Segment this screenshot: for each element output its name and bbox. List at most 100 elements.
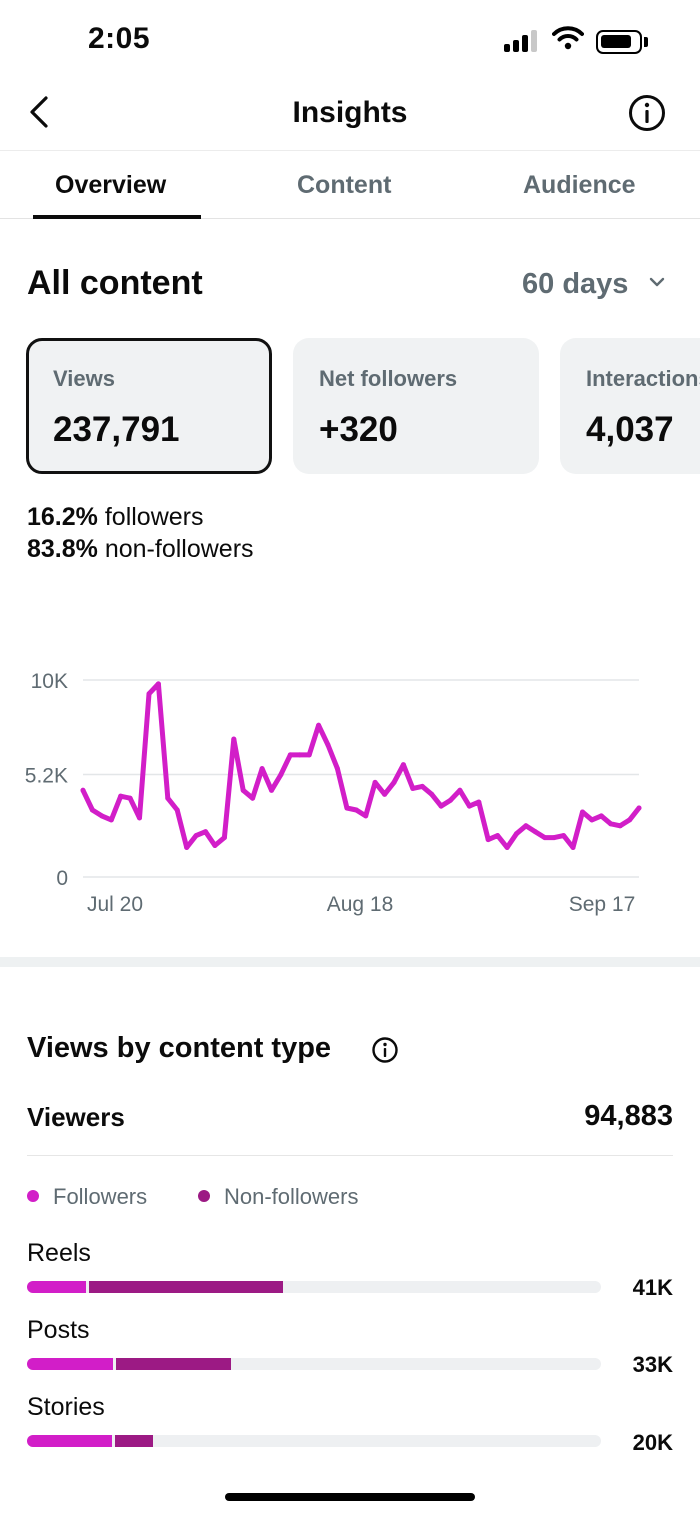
followers-share: 16.2% followers [27, 503, 204, 532]
y-tick-label: 10K [31, 670, 68, 693]
interactions-card-value: 4,037 [586, 410, 674, 449]
nonfollowers-legend-label: Non-followers [224, 1184, 359, 1209]
cellular-signal-icon [504, 30, 540, 52]
data-point [429, 791, 435, 797]
stories-bar [27, 1435, 601, 1447]
views-card[interactable]: Views 237,791 [26, 338, 272, 474]
data-point [636, 805, 642, 811]
stories-nonfollowers-segment [114, 1435, 153, 1447]
reels-nonfollowers-segment [88, 1281, 283, 1293]
data-point [287, 752, 293, 758]
data-point [250, 795, 256, 801]
data-point [495, 833, 501, 839]
data-point [542, 835, 548, 841]
data-point [466, 803, 472, 809]
data-point [598, 813, 604, 819]
viewers-value: 94,883 [584, 1100, 673, 1132]
data-point [617, 823, 623, 829]
followers-legend-dot [27, 1190, 39, 1202]
data-point [382, 791, 388, 797]
back-arrow-icon[interactable] [26, 94, 54, 134]
data-point [523, 823, 529, 829]
data-point [118, 793, 124, 799]
reels-followers-segment [27, 1281, 86, 1293]
status-time: 2:05 [88, 22, 151, 55]
data-point [372, 779, 378, 785]
tab-bar: Overview Content Audience [0, 150, 700, 219]
net-followers-card-label: Net followers [319, 366, 458, 391]
data-point [476, 799, 482, 805]
info-icon[interactable] [628, 94, 666, 132]
data-point [363, 813, 369, 819]
net-followers-card-value: +320 [319, 410, 398, 449]
posts-bar [27, 1358, 601, 1370]
home-indicator [225, 1493, 475, 1501]
data-point [193, 833, 199, 839]
divider [27, 1155, 673, 1156]
data-point [297, 752, 303, 758]
data-point [80, 787, 86, 793]
data-point [221, 835, 227, 841]
views-series-line [80, 681, 642, 850]
posts-label: Posts [27, 1316, 90, 1344]
section-divider [0, 957, 700, 967]
data-point [184, 845, 190, 850]
data-point [457, 787, 463, 793]
viewers-label: Viewers [27, 1102, 125, 1132]
content-type-title: Views by content type [27, 1032, 332, 1064]
y-tick-label: 5.2K [25, 765, 68, 788]
data-point [259, 766, 265, 772]
reels-value: 41K [632, 1275, 673, 1300]
data-point [561, 833, 567, 839]
data-point [240, 787, 246, 793]
nonfollowers-share-label: non-followers [104, 535, 254, 563]
data-point [89, 807, 95, 813]
battery-icon [596, 30, 642, 54]
data-point [589, 817, 595, 823]
data-point [419, 783, 425, 789]
views-card-label: Views [53, 366, 115, 391]
header: Insights [0, 80, 700, 150]
views-line-chart: 10K 5.2K 0 Jul 20 Aug 18 Sep 17 [25, 670, 642, 916]
data-point [608, 821, 614, 827]
chevron-down-icon[interactable] [649, 276, 665, 288]
data-point [137, 815, 142, 821]
data-point [344, 805, 350, 811]
data-point [580, 809, 585, 815]
x-tick-label-sep-17: Sep 17 [569, 893, 636, 916]
interactions-card-label: Interactions [586, 366, 700, 391]
data-point [127, 795, 133, 801]
info-icon[interactable] [371, 1036, 399, 1064]
data-point [165, 795, 171, 801]
tab-audience[interactable]: Audience [523, 171, 636, 199]
stories-value: 20K [632, 1430, 673, 1455]
data-point [400, 762, 406, 768]
battery-nub [644, 37, 648, 47]
stories-label: Stories [27, 1393, 105, 1421]
net-followers-card[interactable]: Net followers +320 [293, 338, 539, 474]
followers-share-label: followers [104, 503, 204, 531]
data-point [155, 681, 161, 687]
stories-followers-segment [27, 1435, 112, 1447]
tab-overview[interactable]: Overview [55, 171, 167, 199]
data-point [570, 845, 576, 850]
data-point [269, 787, 274, 793]
interactions-card[interactable]: Interactions 4,037 [560, 338, 700, 474]
reels-label: Reels [27, 1239, 91, 1267]
data-point [306, 752, 312, 758]
section-title: All content [27, 264, 203, 302]
posts-followers-segment [27, 1358, 114, 1370]
tab-content[interactable]: Content [297, 171, 392, 199]
nonfollowers-legend-dot [198, 1190, 210, 1202]
x-tick-label-jul-20: Jul 20 [87, 893, 143, 916]
data-point [391, 779, 397, 785]
reels-bar [27, 1281, 601, 1293]
followers-legend-label: Followers [53, 1184, 148, 1209]
data-point [532, 829, 538, 835]
nonfollowers-percent: 83.8% [27, 535, 98, 563]
data-point [108, 817, 114, 823]
data-point [353, 807, 359, 813]
date-range-selector[interactable]: 60 days [522, 268, 629, 300]
x-tick-label-aug-18: Aug 18 [327, 893, 394, 916]
data-point [551, 835, 557, 841]
